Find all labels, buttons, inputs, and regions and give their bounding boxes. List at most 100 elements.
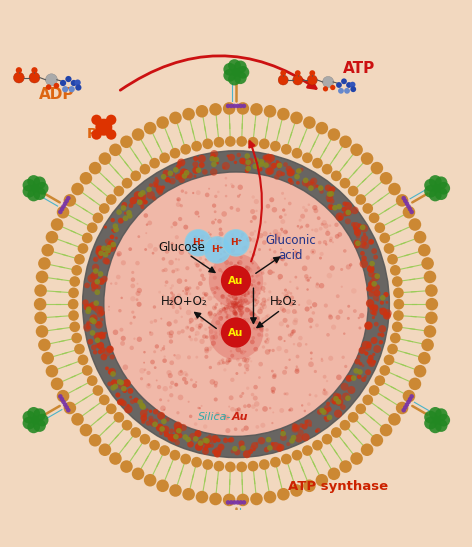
Circle shape [78, 354, 88, 365]
Circle shape [366, 299, 374, 307]
Circle shape [328, 356, 333, 361]
Circle shape [155, 344, 159, 348]
Circle shape [185, 293, 188, 295]
Circle shape [138, 193, 146, 201]
Circle shape [243, 318, 246, 322]
Circle shape [343, 249, 346, 253]
Circle shape [316, 474, 328, 486]
Circle shape [99, 203, 110, 214]
Circle shape [112, 229, 117, 233]
Circle shape [323, 388, 326, 391]
Circle shape [139, 196, 145, 203]
Circle shape [128, 247, 132, 251]
Circle shape [137, 288, 142, 293]
Circle shape [243, 301, 246, 304]
Circle shape [238, 289, 243, 294]
Circle shape [272, 241, 275, 244]
Circle shape [313, 208, 318, 213]
Circle shape [199, 162, 205, 168]
Circle shape [262, 231, 268, 236]
Circle shape [239, 194, 241, 196]
Circle shape [310, 277, 312, 278]
Circle shape [196, 105, 208, 118]
Circle shape [221, 211, 227, 217]
Circle shape [338, 216, 343, 221]
Circle shape [214, 137, 224, 148]
Circle shape [251, 442, 258, 449]
Circle shape [129, 322, 133, 325]
Circle shape [217, 287, 220, 290]
Circle shape [234, 299, 237, 301]
Circle shape [236, 297, 238, 300]
Circle shape [235, 318, 239, 323]
Circle shape [144, 474, 156, 486]
Circle shape [182, 108, 195, 120]
Circle shape [228, 319, 230, 322]
Circle shape [317, 216, 320, 220]
Circle shape [96, 246, 103, 253]
Circle shape [163, 356, 166, 358]
Circle shape [246, 158, 253, 165]
Circle shape [334, 410, 342, 418]
Circle shape [191, 457, 202, 468]
Circle shape [435, 419, 447, 432]
Text: Au: Au [228, 276, 244, 286]
Circle shape [209, 103, 222, 115]
Circle shape [238, 103, 243, 108]
Circle shape [350, 452, 363, 465]
Circle shape [128, 203, 134, 208]
Circle shape [224, 305, 229, 310]
Circle shape [357, 369, 363, 375]
Circle shape [360, 224, 368, 232]
Circle shape [177, 197, 181, 202]
Circle shape [292, 319, 298, 325]
Circle shape [234, 427, 237, 431]
Circle shape [104, 331, 107, 335]
Circle shape [245, 368, 249, 371]
Circle shape [252, 279, 256, 283]
Circle shape [175, 258, 177, 260]
Circle shape [132, 468, 144, 480]
Circle shape [358, 223, 362, 228]
Circle shape [262, 406, 268, 412]
Circle shape [325, 231, 330, 236]
Circle shape [341, 286, 343, 288]
Circle shape [152, 252, 154, 254]
Circle shape [212, 334, 218, 340]
Circle shape [223, 250, 226, 253]
Circle shape [306, 288, 309, 291]
Circle shape [202, 296, 204, 299]
Circle shape [225, 195, 228, 197]
Circle shape [74, 254, 85, 265]
Circle shape [226, 500, 230, 505]
Circle shape [362, 364, 364, 367]
Circle shape [224, 415, 229, 420]
Circle shape [229, 323, 235, 328]
Circle shape [230, 350, 232, 352]
Circle shape [271, 422, 273, 424]
Circle shape [237, 261, 239, 264]
Circle shape [153, 247, 158, 252]
Circle shape [353, 309, 357, 313]
Circle shape [184, 170, 189, 176]
Circle shape [149, 183, 153, 187]
Circle shape [338, 215, 342, 218]
Circle shape [114, 412, 124, 423]
Circle shape [148, 416, 153, 421]
Circle shape [328, 128, 340, 141]
Circle shape [278, 443, 281, 446]
Circle shape [104, 259, 110, 265]
Circle shape [432, 416, 441, 424]
Circle shape [122, 178, 132, 189]
Circle shape [284, 349, 288, 353]
Circle shape [120, 400, 127, 406]
Circle shape [90, 315, 98, 322]
Circle shape [146, 421, 151, 426]
Circle shape [329, 199, 335, 203]
Circle shape [261, 286, 266, 291]
Circle shape [345, 395, 351, 401]
Circle shape [195, 263, 200, 267]
Circle shape [89, 434, 101, 446]
Circle shape [252, 262, 254, 264]
Circle shape [322, 164, 332, 174]
